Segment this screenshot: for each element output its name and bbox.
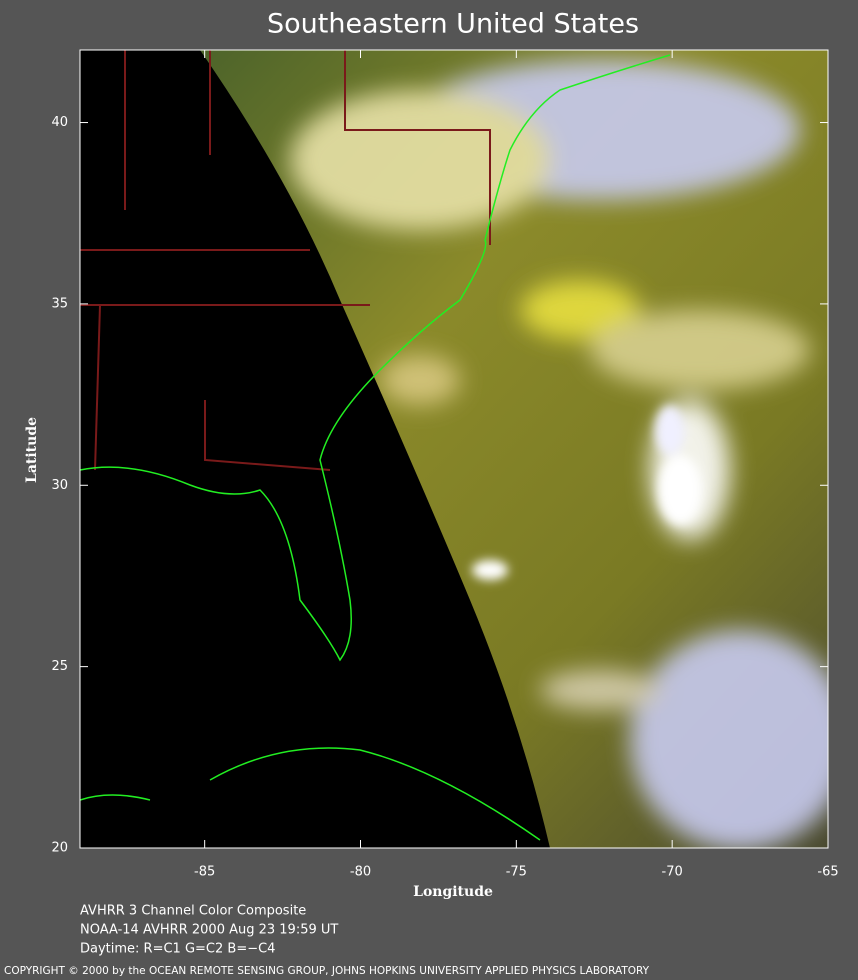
y-tick-label: 35 <box>51 296 68 311</box>
map-title: Southeastern United States <box>267 9 639 40</box>
caption: Daytime: R=C1 G=C2 B=−C4 <box>80 942 275 957</box>
x-tick-label: -70 <box>662 865 683 880</box>
x-tick-label: -85 <box>194 865 215 880</box>
x-tick-label: -75 <box>506 865 527 880</box>
y-tick-label: 25 <box>51 659 68 674</box>
x-tick-label: -65 <box>817 865 838 880</box>
x-axis-label: Longitude <box>413 884 493 900</box>
y-tick-label: 30 <box>51 478 68 493</box>
caption: NOAA-14 AVHRR 2000 Aug 23 19:59 UT <box>80 923 338 938</box>
map-frame <box>79 49 829 849</box>
y-axis-label: Latitude <box>24 417 40 483</box>
y-tick-label: 40 <box>51 115 68 130</box>
copyright: COPYRIGHT © 2000 by the OCEAN REMOTE SEN… <box>4 965 650 977</box>
caption: AVHRR 3 Channel Color Composite <box>80 904 306 919</box>
x-tick-label: -80 <box>350 865 371 880</box>
satellite-image <box>80 50 828 848</box>
y-tick-label: 20 <box>51 841 68 856</box>
